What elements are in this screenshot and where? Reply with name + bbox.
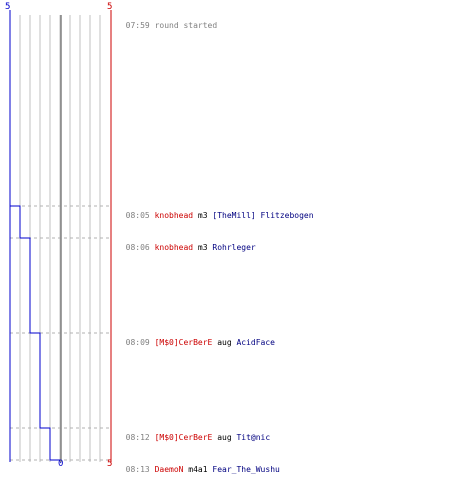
- event-time: 07:59: [125, 21, 150, 30]
- event-time: 08:13: [125, 465, 150, 474]
- kill-entry: 08:13 DaemoN m4a1 Fear_The_Wushu: [116, 455, 280, 475]
- weapon-name: m4a1: [188, 465, 208, 474]
- event-time: 08:06: [125, 243, 150, 252]
- bottom-right-score-label: 5: [107, 459, 113, 469]
- killer-name[interactable]: [M$0]CerBerE: [154, 338, 213, 347]
- victim-name[interactable]: [TheMill] Flitzebogen: [212, 211, 314, 220]
- kill-entry: 08:06 knobhead m3 Rohrleger: [116, 233, 256, 253]
- left-top-score-label: 5: [5, 2, 11, 12]
- weapon-name: aug: [217, 433, 232, 442]
- event-time: 08:12: [125, 433, 150, 442]
- round-start-entry: 07:59 round started: [116, 11, 218, 31]
- victim-name[interactable]: Rohrleger: [212, 243, 256, 252]
- victim-name[interactable]: Tit@nic: [236, 433, 271, 442]
- bottom-zero-label: 0: [58, 459, 64, 469]
- kill-entry: 08:05 knobhead m3 [TheMill] Flitzebogen: [116, 201, 314, 221]
- victim-name[interactable]: Fear_The_Wushu: [212, 465, 280, 474]
- weapon-name: m3: [197, 211, 208, 220]
- killer-name[interactable]: knobhead: [154, 211, 194, 220]
- event-time: 08:05: [125, 211, 150, 220]
- round-start-text: round started: [154, 21, 218, 30]
- right-top-score-label: 5: [107, 2, 113, 12]
- event-time: 08:09: [125, 338, 150, 347]
- weapon-name: aug: [217, 338, 232, 347]
- killer-name[interactable]: knobhead: [154, 243, 194, 252]
- kill-entry: 08:12 [M$0]CerBerE aug Tit@nic: [116, 423, 271, 443]
- victim-name[interactable]: AcidFace: [236, 338, 275, 347]
- score-step-line: [9, 15, 60, 461]
- weapon-name: m3: [197, 243, 208, 252]
- killer-name[interactable]: [M$0]CerBerE: [154, 433, 213, 442]
- kill-entry: 08:09 [M$0]CerBerE aug AcidFace: [116, 328, 275, 348]
- killer-name[interactable]: DaemoN: [154, 465, 184, 474]
